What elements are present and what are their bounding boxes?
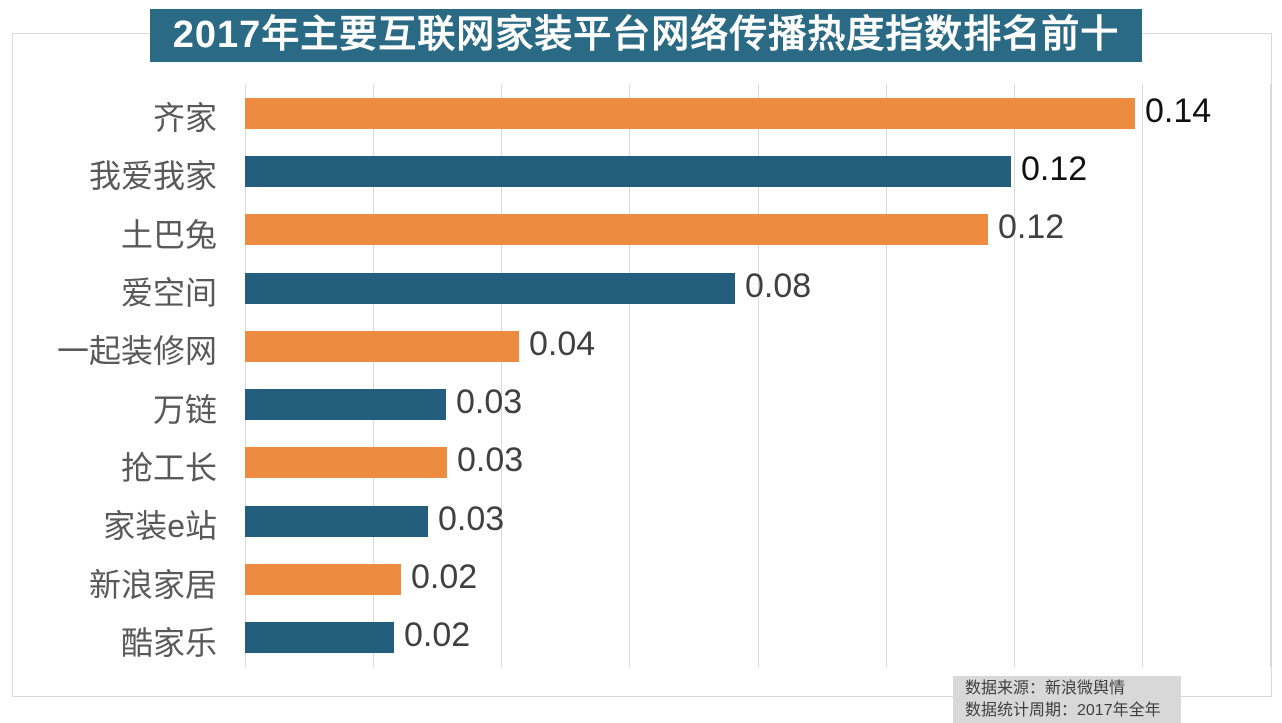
category-label: 一起装修网 <box>56 333 217 369</box>
vertical-gridline <box>245 84 246 667</box>
bar-value-label: 0.02 <box>411 558 478 596</box>
vertical-gridline <box>1014 84 1015 667</box>
bar <box>245 156 1011 187</box>
category-label: 万链 <box>152 392 217 428</box>
bar <box>245 506 428 537</box>
bar-value-label: 0.03 <box>438 500 505 538</box>
category-label: 酷家乐 <box>120 625 217 661</box>
bar <box>245 98 1135 129</box>
chart-title: 2017年主要互联网家装平台网络传播热度指数排名前十 <box>150 9 1142 62</box>
plot-area: 0.14 0.12 0.12 0.08 0.04 0.03 0.03 0.03 0.02 0.02 <box>245 84 1271 667</box>
category-label: 爱空间 <box>120 275 217 311</box>
category-label: 抢工长 <box>120 450 217 486</box>
vertical-gridline <box>1142 84 1143 667</box>
category-label: 新浪家居 <box>88 567 217 603</box>
category-label: 我爱我家 <box>88 158 217 194</box>
vertical-gridline <box>373 84 374 667</box>
bar-value-label: 0.03 <box>456 383 523 421</box>
category-label: 家装e站 <box>103 508 217 544</box>
data-source-line: 数据来源：新浪微舆情 <box>965 680 1126 697</box>
data-period-line: 数据统计周期：2017年全年 <box>965 702 1161 719</box>
bar <box>245 622 394 653</box>
category-label: 齐家 <box>152 100 217 136</box>
bar-value-label: 0.03 <box>457 441 524 479</box>
bar-value-label: 0.14 <box>1145 92 1212 130</box>
bar-value-label: 0.08 <box>745 267 812 305</box>
vertical-gridline <box>886 84 887 667</box>
bar <box>245 564 401 595</box>
chart-frame <box>12 33 1272 697</box>
category-label: 土巴兔 <box>120 217 217 253</box>
bar <box>245 447 447 478</box>
data-source-note: 数据来源：新浪微舆情 数据统计周期：2017年全年 <box>953 676 1181 723</box>
vertical-gridline <box>501 84 502 667</box>
bar <box>245 214 988 245</box>
bar-value-label: 0.12 <box>1021 150 1088 188</box>
bar-value-label: 0.02 <box>404 616 471 654</box>
bar <box>245 389 446 420</box>
bar <box>245 331 519 362</box>
vertical-gridline <box>1270 84 1271 667</box>
category-axis: 齐家我爱我家土巴兔爱空间一起装修网万链抢工长家装e站新浪家居酷家乐 <box>0 84 231 667</box>
bar-value-label: 0.12 <box>998 208 1065 246</box>
vertical-gridline <box>629 84 630 667</box>
vertical-gridline <box>758 84 759 667</box>
bar <box>245 273 735 304</box>
bar-value-label: 0.04 <box>529 325 596 363</box>
